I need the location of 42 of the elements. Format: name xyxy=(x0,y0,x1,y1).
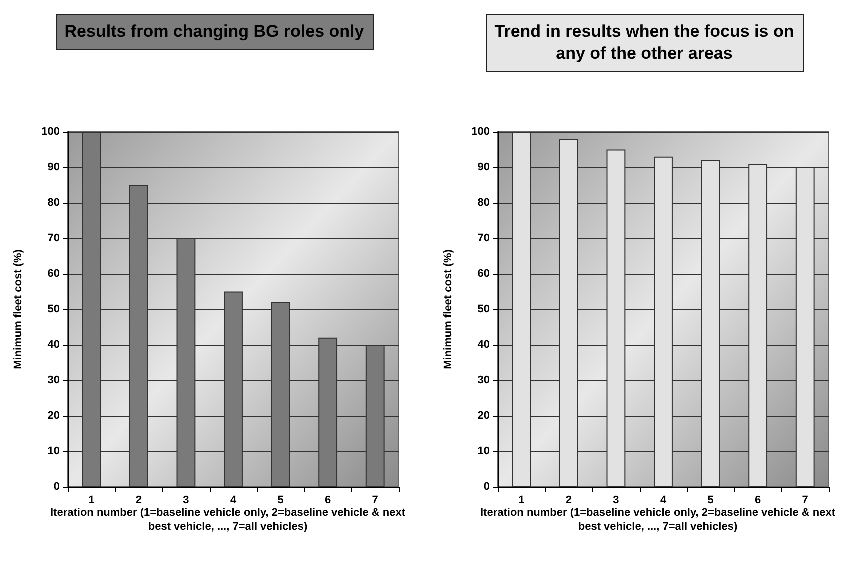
y-axis-title: Minimum fleet cost (%) xyxy=(442,249,454,370)
y-tick-label: 40 xyxy=(48,339,60,351)
y-tick-label: 20 xyxy=(48,410,60,422)
y-tick-label: 100 xyxy=(472,126,490,138)
y-tick-label: 20 xyxy=(478,410,490,422)
y-tick-label: 10 xyxy=(478,446,490,458)
y-tick-label: 30 xyxy=(478,374,490,386)
y-tick-label: 70 xyxy=(48,232,60,244)
y-tick-label: 80 xyxy=(48,197,60,209)
x-tick-label: 3 xyxy=(613,494,620,506)
y-tick-label: 60 xyxy=(48,268,60,280)
y-tick-label: 50 xyxy=(48,304,60,316)
x-tick-label: 5 xyxy=(278,494,284,506)
y-tick-label: 0 xyxy=(484,481,490,493)
y-tick-label: 80 xyxy=(478,197,490,209)
y-tick-label: 30 xyxy=(48,374,60,386)
chart-title: Results from changing BG roles only xyxy=(56,14,374,50)
y-tick-label: 100 xyxy=(42,126,60,138)
x-tick-label: 7 xyxy=(372,494,378,506)
x-tick-label: 1 xyxy=(518,494,525,506)
y-tick-label: 60 xyxy=(478,268,490,280)
x-tick-label: 1 xyxy=(88,494,95,506)
y-tick-label: 90 xyxy=(48,162,60,174)
y-tick-label: 50 xyxy=(478,304,490,316)
x-tick-label: 6 xyxy=(755,494,762,506)
y-tick-label: 10 xyxy=(48,446,60,458)
y-tick-label: 0 xyxy=(54,481,60,493)
x-tick-label: 6 xyxy=(325,494,332,506)
y-tick-label: 40 xyxy=(478,339,490,351)
x-axis-title: Iteration number (1=baseline vehicle only, 2=baseline vehicle & next best vehicle, ..., 7=all vehicles) xyxy=(50,506,406,534)
x-tick-label: 3 xyxy=(183,494,190,506)
chart-title: Trend in results when the focus is on any of the other areas xyxy=(486,14,804,72)
y-axis-title: Minimum fleet cost (%) xyxy=(12,249,24,370)
x-tick-label: 4 xyxy=(230,494,238,506)
x-tick-label: 2 xyxy=(136,494,142,506)
x-tick-label: 5 xyxy=(708,494,714,506)
x-tick-label: 4 xyxy=(660,494,668,506)
y-tick-label: 70 xyxy=(478,232,490,244)
y-tick-label: 90 xyxy=(478,162,490,174)
x-tick-label: 7 xyxy=(802,494,808,506)
x-tick-label: 2 xyxy=(566,494,572,506)
x-axis-title: Iteration number (1=baseline vehicle only, 2=baseline vehicle & next best vehicle, ..., 7=all vehicles) xyxy=(480,506,836,534)
